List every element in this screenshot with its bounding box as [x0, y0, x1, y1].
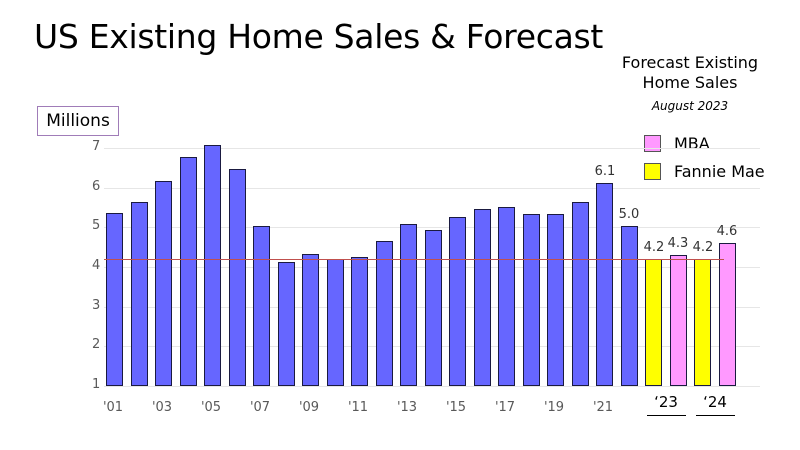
legend-label-fannie-mae: Fannie Mae: [674, 161, 765, 181]
bar-2005: [204, 145, 221, 386]
chart-title: US Existing Home Sales & Forecast: [34, 17, 604, 56]
x-tick-label: '15: [445, 400, 467, 415]
x-tick-label: '03: [151, 400, 173, 415]
y-tick-label: 7: [92, 139, 101, 154]
legend-subtitle: August 2023: [651, 99, 729, 113]
x-tick-label: '09: [298, 400, 320, 415]
gridline: [104, 386, 760, 387]
x-tick-label: '21: [592, 400, 614, 415]
x-tick-label: '11: [347, 400, 369, 415]
legend-label-mba: MBA: [674, 133, 710, 153]
bar-2014: [425, 230, 442, 386]
bar-2018: [523, 214, 540, 386]
bar-2010: [327, 259, 344, 386]
legend-title-line1: Forecast Existing: [621, 53, 759, 72]
legend-title-line2: Home Sales: [642, 73, 738, 92]
x-tick-label: '07: [249, 400, 271, 415]
bar-2006: [229, 169, 246, 386]
bar-2004: [180, 157, 197, 386]
bar-2023-mba: [670, 255, 687, 386]
bar-2024-fannie-mae: [694, 259, 711, 386]
bar-2020: [572, 202, 589, 386]
bar-2007: [253, 226, 270, 386]
forecast-year-underline: [696, 415, 735, 416]
bar-2013: [400, 224, 417, 386]
y-tick-label: 3: [92, 298, 101, 313]
bar-2012: [376, 241, 393, 386]
y-tick-label: 6: [92, 179, 101, 194]
data-label: 6.1: [594, 164, 616, 179]
y-tick-label: 4: [92, 258, 101, 273]
gridline: [104, 188, 760, 189]
gridline: [104, 148, 760, 149]
data-label: 5.0: [618, 207, 640, 222]
bar-2022: [621, 226, 638, 386]
bar-2019: [547, 214, 564, 386]
x-tick-label: '01: [102, 400, 124, 415]
reference-line: [104, 259, 724, 260]
x-tick-label-forecast: ‘23: [654, 393, 678, 411]
bar-2002: [131, 202, 148, 386]
bar-2001: [106, 213, 123, 386]
forecast-year-underline: [647, 415, 686, 416]
data-label: 4.2: [692, 240, 714, 255]
x-tick-label: '17: [494, 400, 516, 415]
bar-2015: [449, 217, 466, 386]
x-tick-label: '13: [396, 400, 418, 415]
data-label: 4.6: [716, 224, 738, 239]
gridline: [104, 227, 760, 228]
x-tick-label-forecast: ‘24: [703, 393, 727, 411]
y-tick-label: 1: [92, 377, 101, 392]
bar-2023-fannie-mae: [645, 259, 662, 386]
legend-swatch-fannie-mae: [644, 162, 661, 180]
bar-2009: [302, 254, 319, 386]
bar-2021: [596, 183, 613, 386]
bar-2011: [351, 257, 368, 386]
y-axis-units-label: Millions: [37, 106, 119, 136]
bar-2024-mba: [719, 243, 736, 386]
bar-2016: [474, 209, 491, 386]
legend-item-fannie-mae: Fannie Mae: [644, 161, 765, 181]
bar-2003: [155, 181, 172, 386]
x-tick-label: '19: [543, 400, 565, 415]
data-label: 4.2: [643, 240, 665, 255]
bar-2008: [278, 262, 295, 386]
y-tick-label: 5: [92, 218, 101, 233]
y-tick-label: 2: [92, 337, 101, 352]
legend-title: Forecast Existing Home Sales: [610, 53, 770, 93]
x-tick-label: '05: [200, 400, 222, 415]
data-label: 4.3: [667, 236, 689, 251]
legend-item-mba: MBA: [644, 133, 710, 153]
bar-2017: [498, 207, 515, 386]
legend-swatch-mba: [644, 134, 661, 152]
